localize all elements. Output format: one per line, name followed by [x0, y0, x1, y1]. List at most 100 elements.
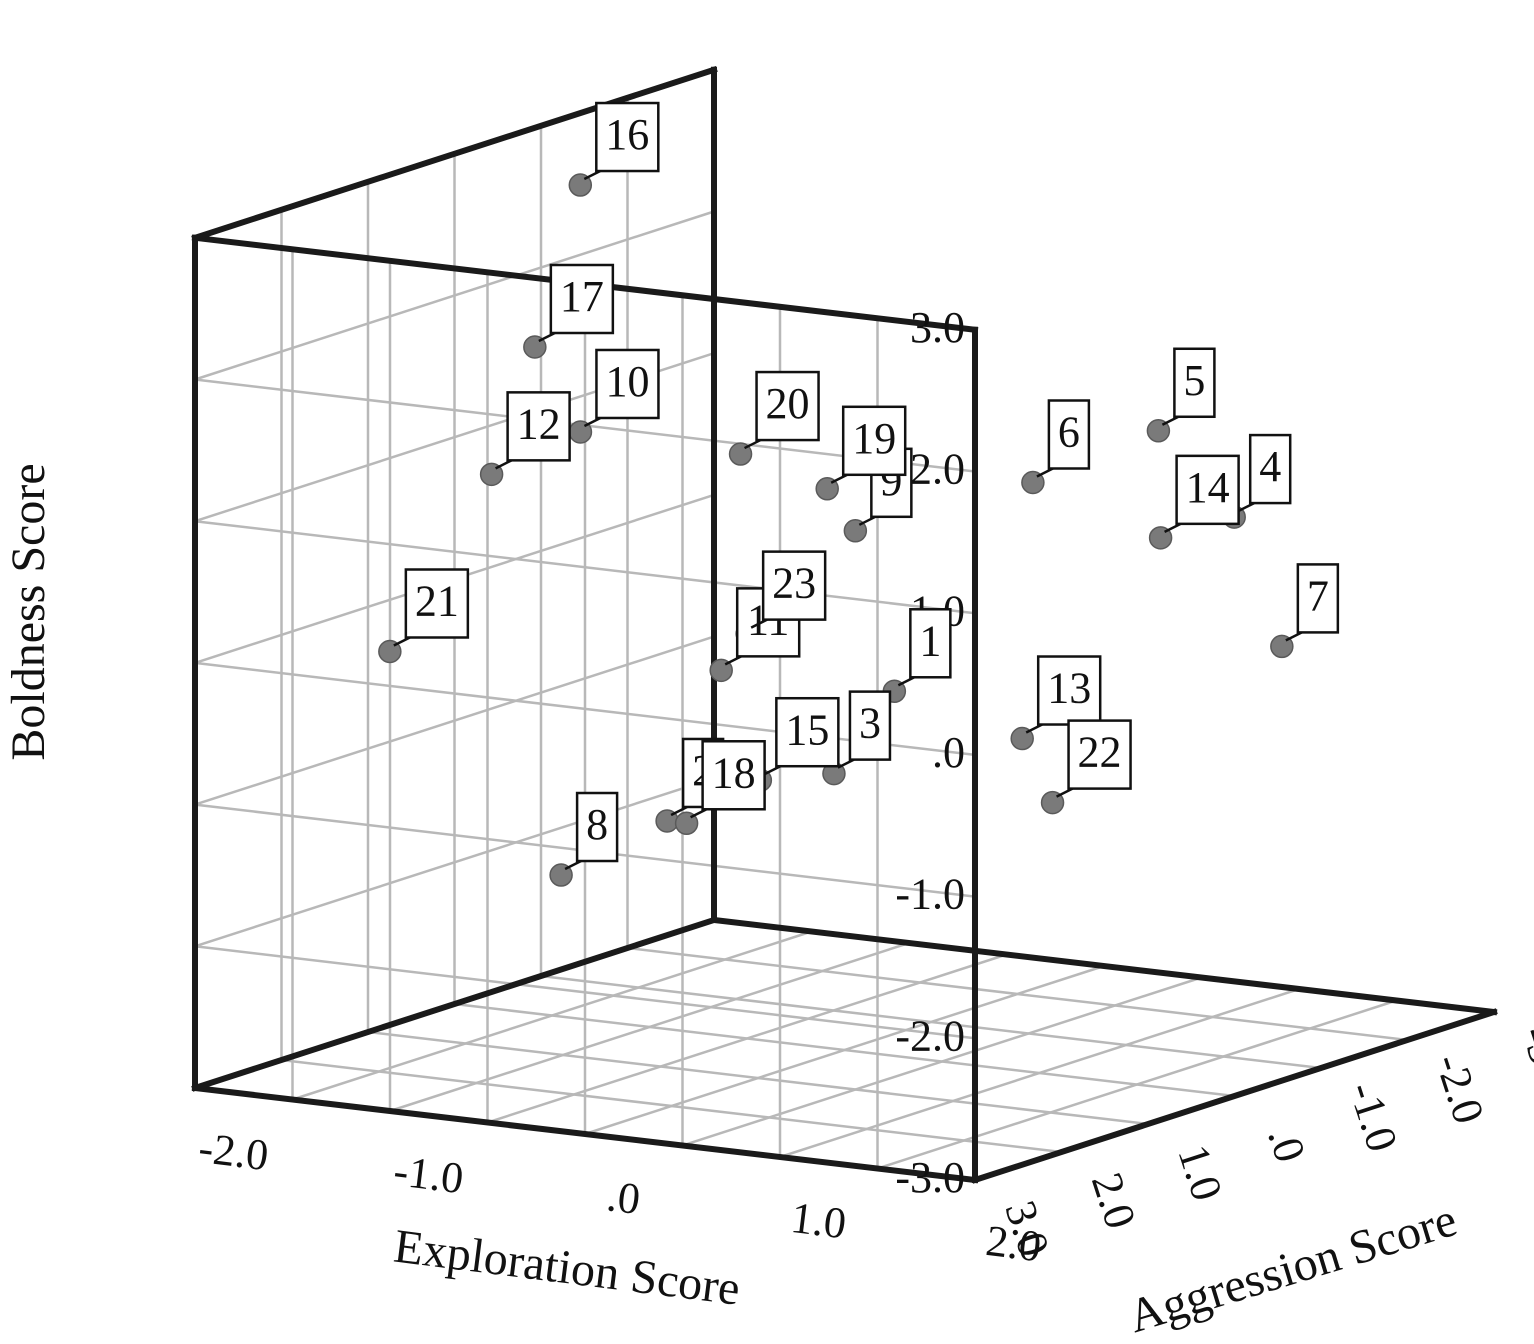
point-label-box: [549, 263, 615, 335]
point-label-3: 3: [859, 699, 881, 748]
point-label-box: [775, 696, 840, 768]
y-tick-label: 1.0: [1168, 1139, 1232, 1206]
grid-line: [281, 1058, 1062, 1154]
grid-line: [194, 210, 715, 381]
label-leader: [690, 808, 708, 819]
label-leader: [1025, 723, 1043, 734]
label-leader: [763, 765, 781, 776]
label-leader: [837, 758, 855, 769]
point-label-box: [595, 101, 660, 173]
x-tick-label: 2.0: [983, 1216, 1044, 1271]
grid-line: [194, 519, 976, 615]
point-label-box: [1036, 655, 1102, 726]
z-tick-label: -3.0: [895, 1153, 965, 1202]
label-leader: [830, 473, 848, 484]
z-tick-label: -1.0: [895, 870, 965, 919]
point-label-1: 1: [919, 616, 941, 665]
point-label-box: [404, 568, 470, 639]
point-label-10: 10: [605, 357, 649, 406]
y-tick-label: -1.0: [1339, 1076, 1407, 1157]
label-leader: [750, 618, 768, 629]
point-label-box: [848, 690, 892, 761]
label-leader: [1237, 501, 1255, 513]
grid-line: [454, 1002, 1235, 1098]
point-label-box: [1047, 399, 1091, 470]
label-leader: [724, 655, 742, 666]
y-tick-label: .0: [1258, 1121, 1315, 1168]
label-leader: [583, 416, 602, 428]
point-label-box: [755, 370, 820, 442]
frame-edge: [191, 66, 718, 242]
grid-line: [367, 1030, 1149, 1126]
label-leader: [564, 859, 582, 871]
z-tick-label: .0: [932, 728, 965, 777]
point-label-13: 13: [1047, 664, 1091, 713]
grid-line: [540, 974, 1322, 1070]
point-label-box: [1296, 563, 1340, 634]
z-tick-label: 3.0: [910, 303, 965, 352]
point-label-box: [1067, 719, 1132, 790]
label-leader: [743, 438, 762, 450]
frame-edge: [710, 916, 1498, 1016]
y-tick-label: 2.0: [1082, 1167, 1146, 1234]
x-tick-label: -1.0: [391, 1146, 466, 1203]
y-tick-label: -2.0: [1426, 1048, 1494, 1129]
grid-line: [194, 777, 715, 948]
data-points: [378, 173, 1294, 887]
grid-line: [627, 946, 1408, 1042]
point-label-box: [1248, 433, 1292, 505]
point-label-7: 7: [1307, 572, 1329, 621]
label-leader: [858, 515, 876, 526]
point-label-8: 8: [586, 800, 608, 849]
point-label-18: 18: [712, 748, 756, 797]
z-tick-label: -2.0: [895, 1011, 965, 1060]
frame-edge: [191, 916, 718, 1092]
label-leader: [1036, 467, 1054, 478]
point-label-19: 19: [852, 414, 896, 463]
point-label-23: 23: [772, 559, 816, 608]
x-tick-label: .0: [604, 1171, 643, 1224]
point-label-16: 16: [605, 110, 649, 159]
label-leader: [1164, 522, 1182, 533]
point-label-box: [841, 405, 907, 477]
grid-line: [194, 661, 976, 757]
point-label-box: [909, 608, 952, 679]
point-label-14: 14: [1186, 463, 1230, 512]
x-tick-label: -2.0: [196, 1123, 271, 1180]
frame-edge: [971, 1008, 1498, 1184]
point-label-4: 4: [1259, 442, 1281, 491]
grid-line: [194, 945, 976, 1040]
grid-line: [194, 635, 715, 806]
point-label-17: 17: [560, 272, 604, 321]
y-tick-label: -3.0: [1512, 1020, 1534, 1101]
point-label-box: [1175, 454, 1240, 526]
point-label-box: [575, 791, 619, 863]
label-leader: [1161, 415, 1179, 426]
point-label-box: [595, 348, 660, 420]
point-label-box: [701, 740, 766, 811]
x-axis-title: Exploration Score: [391, 1220, 743, 1316]
label-leader: [670, 805, 688, 817]
point-label-21: 21: [415, 577, 459, 626]
point-label-12: 12: [517, 399, 561, 448]
frame-edge: [191, 1084, 979, 1184]
point-label-22: 22: [1078, 728, 1122, 777]
label-leader: [1285, 631, 1303, 642]
z-axis-title: Boldness Score: [2, 463, 55, 760]
label-leader: [495, 459, 513, 470]
point-label-20: 20: [766, 379, 810, 428]
point-label-6: 6: [1058, 408, 1080, 457]
label-leader: [897, 676, 915, 687]
point-label-box: [1173, 347, 1216, 419]
x-tick-label: 1.0: [788, 1193, 849, 1248]
point-labels: 1234567891011121314151617181920212223: [393, 101, 1340, 871]
point-label-5: 5: [1183, 356, 1205, 405]
point-label-box: [506, 391, 571, 462]
z-tick-label: 2.0: [910, 445, 965, 494]
label-leader: [538, 331, 556, 343]
y-axis-title: Aggression Score: [1122, 1193, 1463, 1343]
label-leader: [583, 169, 601, 181]
point-label-box: [761, 550, 827, 621]
label-leader: [393, 636, 411, 647]
